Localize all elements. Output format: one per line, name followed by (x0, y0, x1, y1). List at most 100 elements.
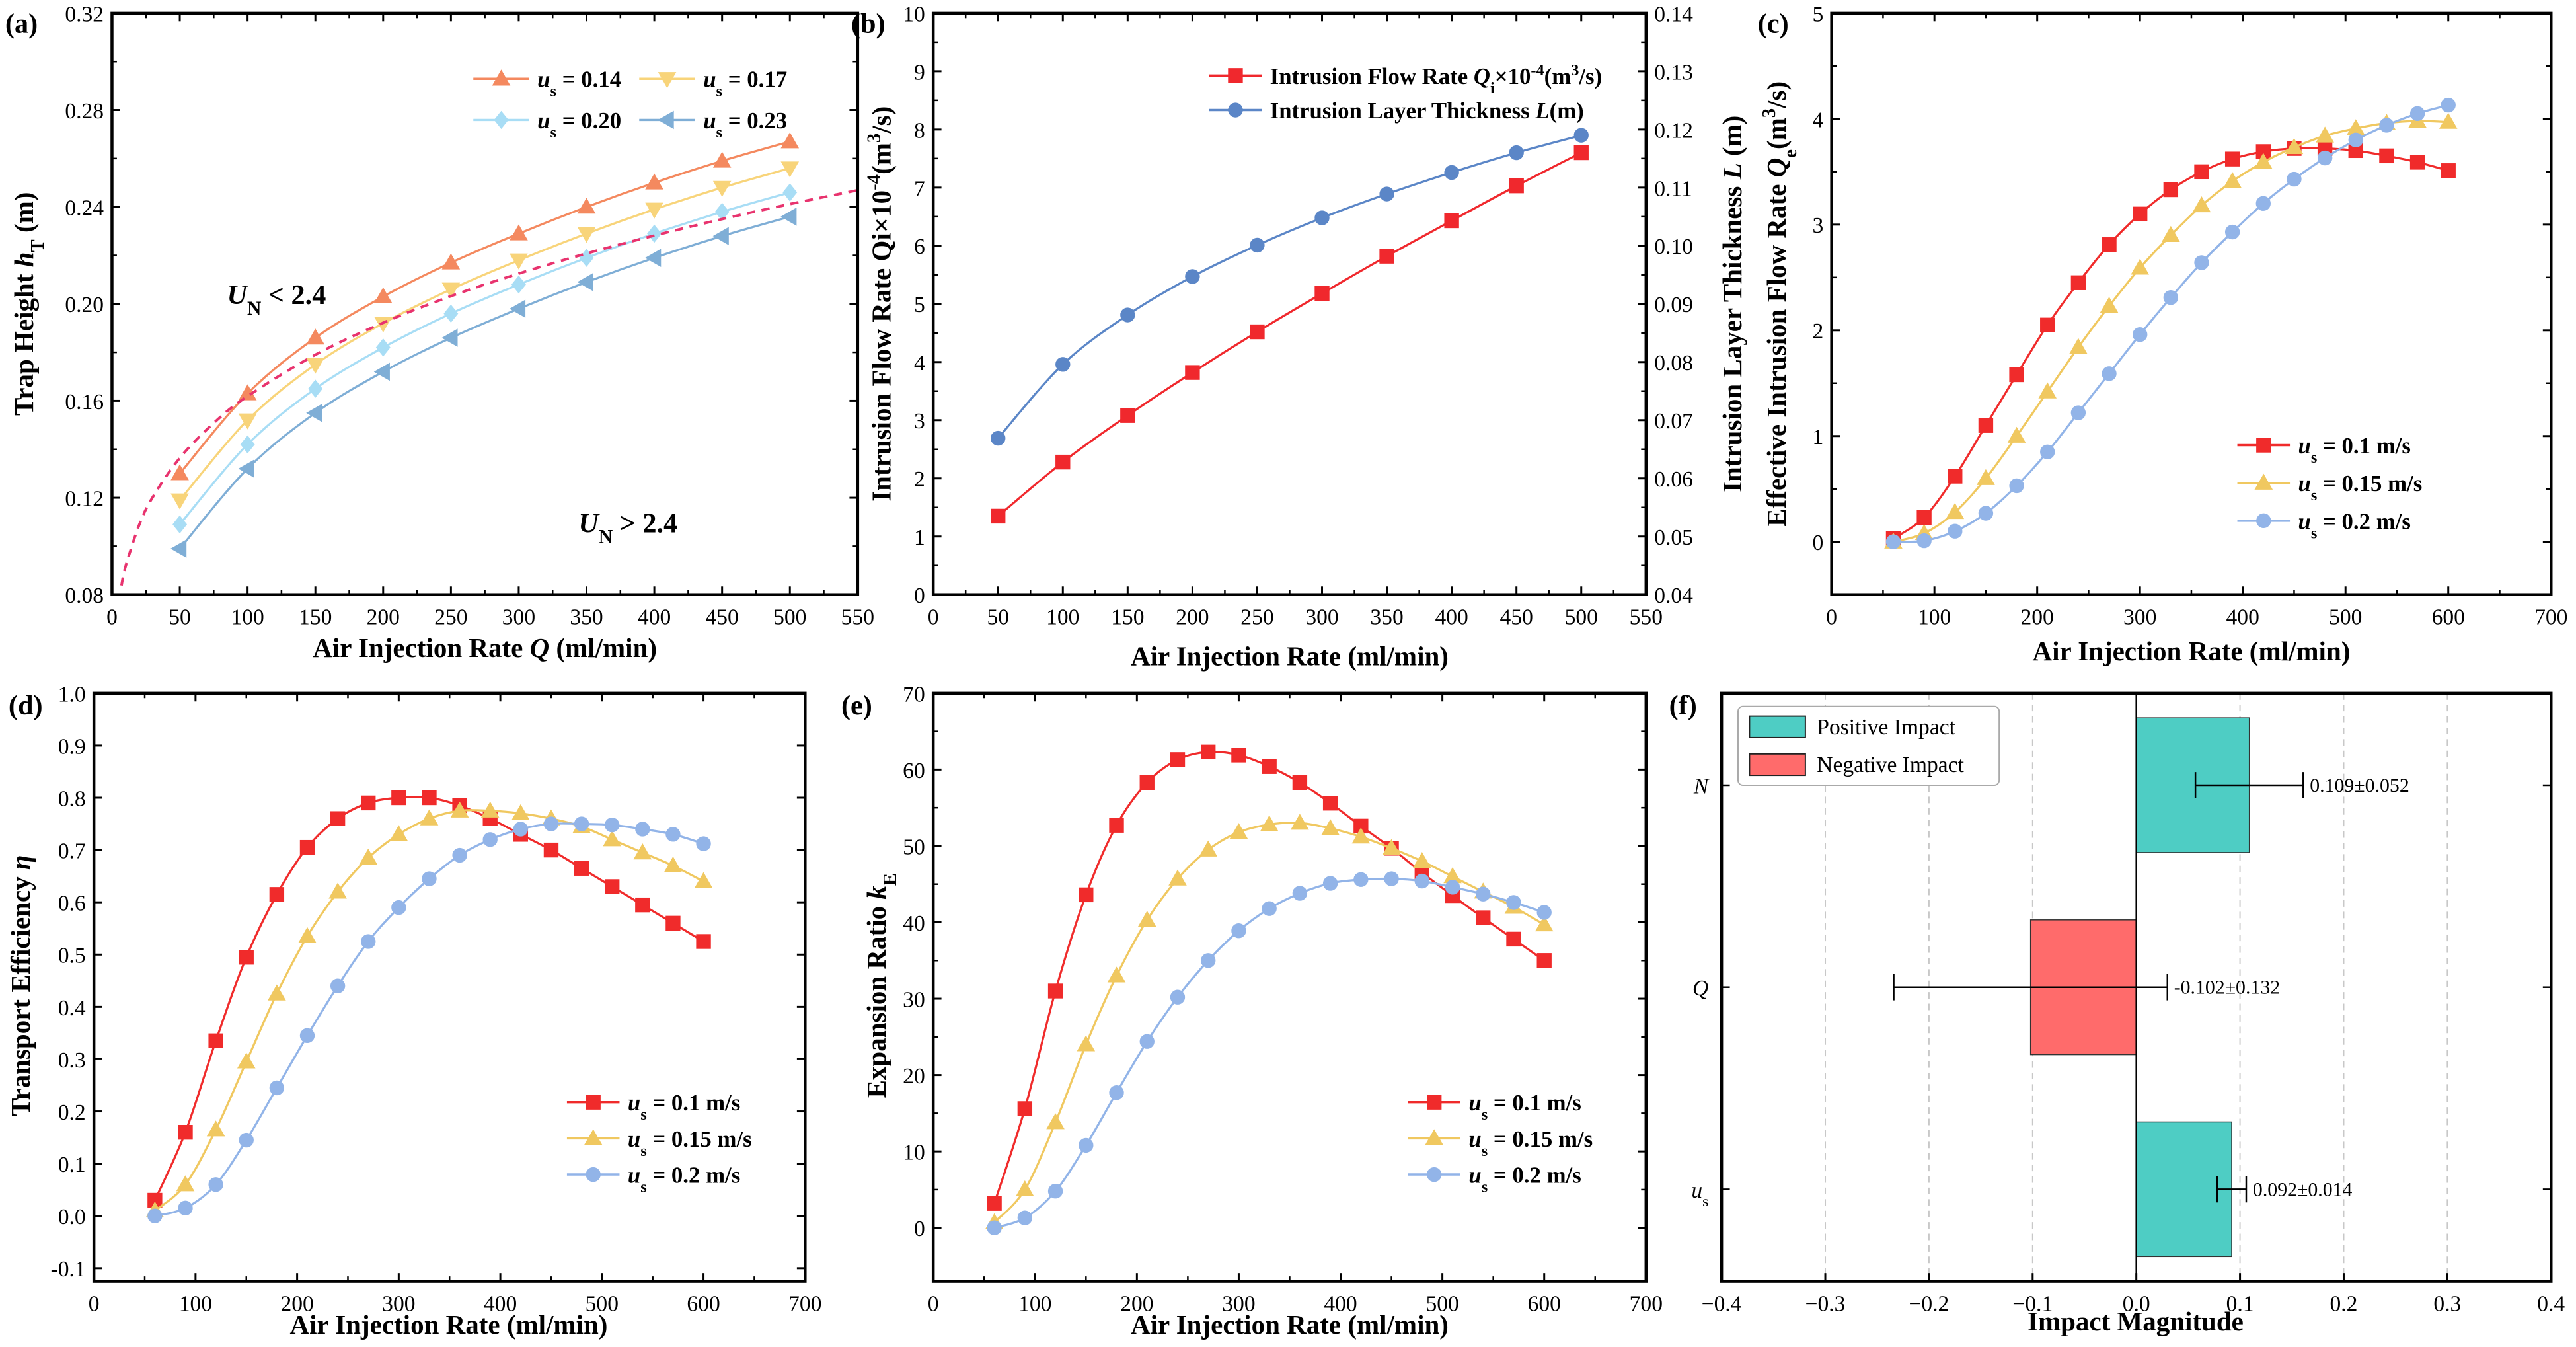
circle-marker (1120, 307, 1135, 323)
label-segment: (ml/min) (549, 633, 657, 663)
y-tick-label: 5 (914, 293, 925, 317)
series-line (178, 215, 790, 550)
label-segment: s (550, 82, 556, 100)
x-tick-label: 100 (1918, 605, 1951, 629)
circle-marker (2102, 366, 2117, 381)
triangle-up-marker (1199, 840, 1218, 857)
label-segment: s (1482, 1106, 1488, 1124)
square-marker (2256, 438, 2271, 453)
square-marker (2009, 367, 2024, 383)
triangle-up-marker (480, 801, 500, 818)
square-marker (1536, 953, 1552, 968)
label-segment: (m (1544, 63, 1572, 89)
x-tick-label: 300 (382, 1291, 415, 1316)
square-marker (2102, 237, 2117, 252)
triangle-down-marker (510, 253, 528, 270)
label-segment: u (628, 1162, 640, 1188)
y-tick-label: 6 (914, 235, 925, 259)
circle-marker (696, 836, 711, 851)
x-tick-label: 500 (773, 605, 806, 629)
panel-label: (c) (1758, 9, 1789, 40)
label-segment: > 2.4 (613, 508, 677, 539)
square-marker (1573, 145, 1589, 161)
x-axis-title: Air Injection Rate (ml/min) (2032, 636, 2350, 666)
triangle-up-marker (176, 1175, 195, 1192)
y-tick-label: 50 (903, 835, 925, 859)
circle-marker (239, 1132, 254, 1148)
y-tick-label: 60 (903, 759, 925, 783)
y-tick-label: 0.12 (65, 486, 104, 511)
circle-marker (482, 832, 498, 847)
label-segment: u (703, 108, 716, 134)
triangle-up-marker (306, 328, 325, 345)
legend-label: us = 0.2 m/s (1468, 1162, 1581, 1195)
square-marker (2224, 151, 2240, 167)
diamond-marker (782, 183, 798, 202)
x-tick-label: 0 (1826, 605, 1837, 629)
legend-item: us = 0.15 m/s (2237, 471, 2423, 504)
square-marker (987, 1196, 1002, 1211)
legend-item: us = 0.1 m/s (2237, 433, 2411, 466)
circle-marker (391, 900, 406, 915)
x-tick-label: 700 (2534, 605, 2567, 629)
label-segment: = 0.15 m/s (1488, 1126, 1593, 1152)
x-tick-label: 50 (987, 605, 1009, 629)
x-axis-title: Impact Magnitude (2027, 1306, 2244, 1336)
x-tick-label: 400 (2226, 605, 2259, 629)
y-tick-label: 2 (1812, 319, 1823, 344)
label-segment: s (550, 123, 556, 141)
square-marker (1185, 365, 1200, 380)
label-segment: u (1468, 1126, 1481, 1152)
label-segment: /s) (1761, 81, 1792, 109)
triangle-down-marker (645, 202, 663, 219)
series-2 (1885, 97, 2456, 549)
triangle-left-marker (509, 299, 526, 318)
series-2 (172, 183, 798, 534)
panel-label: (e) (841, 690, 872, 721)
label-segment: Intrusion Flow Rate Qi×10 (866, 190, 897, 502)
label-segment: u (2298, 508, 2311, 534)
circle-marker (1228, 102, 1243, 118)
triangle-up-marker (645, 173, 663, 190)
triangle-up-marker (170, 464, 189, 481)
label-segment: (m) (1717, 116, 1747, 163)
square-marker (239, 950, 254, 965)
y-tick-label: 0 (914, 584, 925, 608)
circle-marker (1379, 186, 1394, 202)
triangle-up-marker (1168, 869, 1187, 886)
circle-marker (1536, 905, 1552, 920)
triangle-up-marker (663, 856, 683, 872)
circle-marker (361, 934, 376, 949)
triangle-up-marker (2100, 296, 2119, 313)
circle-marker (178, 1200, 193, 1216)
circle-marker (2255, 196, 2271, 212)
diamond-marker (511, 275, 526, 294)
y-tick-label: 1 (1812, 425, 1823, 449)
x-tick-label: 0.0 (2123, 1291, 2150, 1316)
y-right-tick-label: 0.11 (1654, 176, 1692, 201)
legend: us = 0.1 m/sus = 0.15 m/sus = 0.2 m/s (2237, 433, 2423, 542)
circle-marker (635, 822, 650, 837)
label-segment: Air Injection Rate (313, 633, 529, 663)
legend-item: us = 0.17 (639, 67, 787, 100)
y-tick-label: 0.7 (58, 839, 86, 864)
triangle-up-marker (2192, 196, 2211, 213)
triangle-down-marker (170, 493, 189, 510)
circle-marker (1885, 534, 1901, 549)
triangle-left-marker (658, 110, 674, 130)
label-segment: (m (866, 143, 897, 174)
panel-b: (b) 0 50 100 150 200 250 300 350 400 450 500 550 0 1 2 3… (851, 2, 1747, 671)
legend-label: us = 0.15 m/s (2298, 471, 2423, 504)
y-right-tick-label: 0.04 (1654, 584, 1693, 608)
x-tick-label: 500 (2329, 605, 2362, 629)
label-segment: Trap Height (9, 267, 39, 416)
label-segment: s (2311, 524, 2317, 542)
triangle-up-marker (1260, 815, 1279, 831)
x-tick-label: 250 (1240, 605, 1273, 629)
legend: Positive Impact Negative Impact (1737, 705, 2000, 786)
triangle-up-marker (2254, 473, 2273, 490)
label-segment: E (880, 873, 901, 886)
square-marker (2133, 206, 2148, 222)
x-tick-label: 200 (1176, 605, 1209, 629)
label-segment: Air Injection Rate (ml/min) (1131, 1309, 1449, 1340)
